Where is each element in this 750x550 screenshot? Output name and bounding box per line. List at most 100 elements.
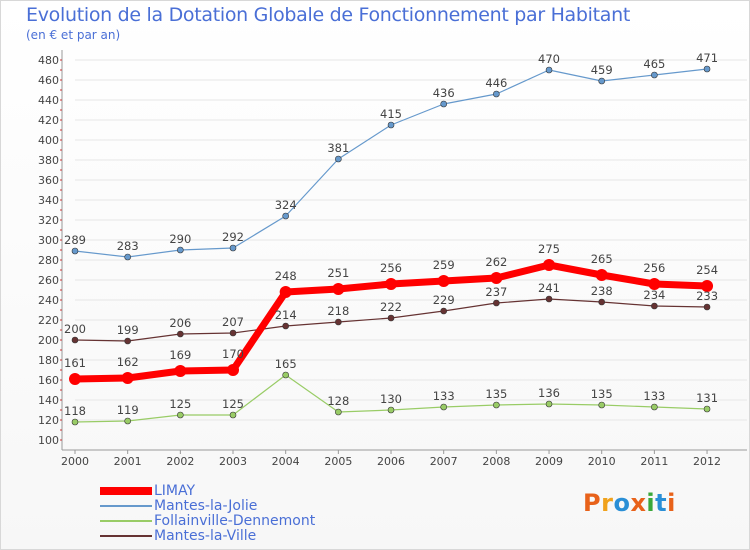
data-point-mantes-la-jolie <box>229 244 237 252</box>
data-label-limay: 161 <box>64 356 86 370</box>
y-tick-label: 300 <box>38 234 59 247</box>
series-line-mantes-la-jolie <box>74 68 708 258</box>
x-tick-label: 2004 <box>272 455 300 468</box>
data-point-limay <box>595 269 608 281</box>
data-label-mantes-la-ville: 200 <box>64 322 86 336</box>
legend-swatch-follainville-dennemont <box>100 520 152 522</box>
y-tick-label: 440 <box>38 94 59 107</box>
data-point-limay <box>701 280 714 292</box>
data-point-mantes-la-jolie <box>651 71 658 79</box>
data-point-follainville-dennemont <box>703 405 711 413</box>
y-tick-label: 160 <box>38 374 59 387</box>
data-point-mantes-la-jolie <box>124 253 131 261</box>
data-label-mantes-la-ville: 237 <box>485 285 507 299</box>
data-label-mantes-la-ville: 207 <box>222 315 244 329</box>
data-point-mantes-la-jolie <box>335 155 342 163</box>
data-point-mantes-la-jolie <box>493 90 500 98</box>
proxiti-logo: Proxiti <box>583 489 676 517</box>
data-point-mantes-la-ville <box>440 307 447 315</box>
data-label-mantes-la-ville: 229 <box>433 293 455 307</box>
data-point-follainville-dennemont <box>335 408 342 416</box>
y-tick-label: 120 <box>38 414 59 427</box>
data-label-mantes-la-jolie: 381 <box>327 141 349 155</box>
data-label-follainville-dennemont: 125 <box>222 397 244 411</box>
data-point-limay <box>174 365 187 377</box>
y-tick-label: 460 <box>38 74 59 87</box>
data-point-limay <box>648 278 661 290</box>
data-labels: 289 283 290 292 324 381 415 436 446 470 459 465 471 1… <box>64 51 718 418</box>
data-point-limay <box>279 286 292 298</box>
data-point-follainville-dennemont <box>651 403 658 411</box>
legend-label-follainville-dennemont: Follainville-Dennemont <box>154 513 316 529</box>
data-label-limay: 262 <box>485 255 507 269</box>
data-label-mantes-la-jolie: 470 <box>538 52 560 66</box>
legend-swatch-mantes-la-jolie <box>100 505 152 507</box>
data-label-limay: 162 <box>117 355 139 369</box>
data-label-follainville-dennemont: 165 <box>275 357 297 371</box>
data-label-limay: 275 <box>538 242 560 256</box>
data-label-mantes-la-jolie: 324 <box>275 198 297 212</box>
data-label-mantes-la-jolie: 459 <box>591 63 613 77</box>
x-tick-label: 2003 <box>219 455 247 468</box>
data-point-follainville-dennemont <box>493 401 500 409</box>
data-label-mantes-la-ville: 222 <box>380 300 402 314</box>
data-point-follainville-dennemont <box>545 400 553 408</box>
chart-title: Evolution de la Dotation Globale de Fonc… <box>26 4 631 26</box>
y-tick-label: 420 <box>38 114 59 127</box>
data-point-follainville-dennemont <box>282 371 289 379</box>
x-tick-label: 2001 <box>114 455 142 468</box>
data-point-mantes-la-ville <box>335 318 342 326</box>
data-label-mantes-la-ville: 238 <box>591 284 613 298</box>
data-label-mantes-la-jolie: 465 <box>643 57 665 71</box>
data-label-mantes-la-ville: 199 <box>117 323 139 337</box>
data-point-follainville-dennemont <box>177 411 184 419</box>
data-label-follainville-dennemont: 133 <box>643 389 665 403</box>
data-point-limay <box>121 372 134 384</box>
y-tick-label: 100 <box>38 434 59 447</box>
data-point-mantes-la-ville <box>282 322 289 330</box>
data-label-limay: 170 <box>222 347 244 361</box>
data-point-mantes-la-ville <box>651 302 658 310</box>
x-tick-label: 2010 <box>588 455 616 468</box>
data-point-limay <box>543 259 556 271</box>
data-label-mantes-la-jolie: 289 <box>64 233 86 247</box>
data-label-follainville-dennemont: 135 <box>485 387 507 401</box>
x-tick-label: 2007 <box>430 455 458 468</box>
data-point-mantes-la-ville <box>71 336 79 344</box>
data-point-mantes-la-ville <box>387 314 395 322</box>
chart-subtitle: (en € et par an) <box>26 28 121 42</box>
legend-label-mantes-la-ville: Mantes-la-Ville <box>154 528 257 544</box>
y-tick-label: 360 <box>38 174 59 187</box>
data-point-limay <box>437 275 450 287</box>
data-label-mantes-la-jolie: 446 <box>485 76 507 90</box>
data-label-mantes-la-ville: 214 <box>275 308 297 322</box>
data-point-mantes-la-jolie <box>282 212 289 220</box>
data-point-follainville-dennemont <box>598 401 606 409</box>
data-point-limay <box>332 283 345 295</box>
x-tick-label: 2009 <box>535 455 563 468</box>
logo-letter: i <box>667 489 676 517</box>
x-axis-ticks: 2000 2001 2002 2003 2004 2005 2006 2007 2008 2009… <box>61 450 721 468</box>
data-label-follainville-dennemont: 118 <box>64 404 86 418</box>
data-label-mantes-la-ville: 241 <box>538 281 560 295</box>
data-label-mantes-la-jolie: 292 <box>222 230 244 244</box>
data-label-limay: 248 <box>275 269 297 283</box>
data-label-limay: 254 <box>696 263 718 277</box>
data-point-limay <box>69 373 81 385</box>
data-label-limay: 256 <box>380 261 402 275</box>
data-label-follainville-dennemont: 136 <box>538 386 560 400</box>
data-label-limay: 169 <box>169 348 191 362</box>
y-tick-label: 140 <box>38 394 59 407</box>
data-point-mantes-la-ville <box>177 330 184 338</box>
data-point-mantes-la-jolie <box>387 121 395 129</box>
data-label-follainville-dennemont: 135 <box>591 387 613 401</box>
data-label-mantes-la-ville: 233 <box>696 289 718 303</box>
y-tick-label: 340 <box>38 194 59 207</box>
data-point-mantes-la-jolie <box>440 100 447 108</box>
y-tick-label: 220 <box>38 314 59 327</box>
x-tick-label: 2002 <box>166 455 194 468</box>
data-label-follainville-dennemont: 133 <box>433 389 455 403</box>
data-point-follainville-dennemont <box>440 403 447 411</box>
